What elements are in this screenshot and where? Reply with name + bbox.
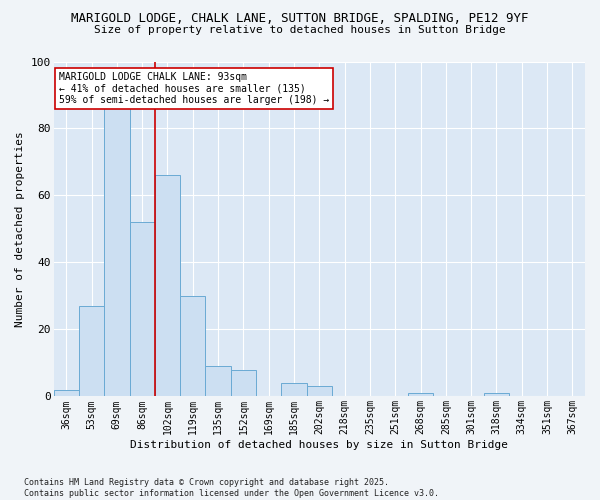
Text: MARIGOLD LODGE, CHALK LANE, SUTTON BRIDGE, SPALDING, PE12 9YF: MARIGOLD LODGE, CHALK LANE, SUTTON BRIDG… xyxy=(71,12,529,26)
Bar xyxy=(281,383,307,396)
Bar xyxy=(130,222,155,396)
Bar xyxy=(307,386,332,396)
Bar xyxy=(104,105,130,397)
Text: Size of property relative to detached houses in Sutton Bridge: Size of property relative to detached ho… xyxy=(94,25,506,35)
Text: MARIGOLD LODGE CHALK LANE: 93sqm
← 41% of detached houses are smaller (135)
59% : MARIGOLD LODGE CHALK LANE: 93sqm ← 41% o… xyxy=(59,72,329,104)
X-axis label: Distribution of detached houses by size in Sutton Bridge: Distribution of detached houses by size … xyxy=(130,440,508,450)
Bar xyxy=(484,393,509,396)
Bar xyxy=(205,366,231,396)
Bar xyxy=(180,296,205,396)
Bar xyxy=(79,306,104,396)
Bar xyxy=(155,176,180,396)
Text: Contains HM Land Registry data © Crown copyright and database right 2025.
Contai: Contains HM Land Registry data © Crown c… xyxy=(24,478,439,498)
Bar xyxy=(53,390,79,396)
Bar xyxy=(231,370,256,396)
Y-axis label: Number of detached properties: Number of detached properties xyxy=(15,131,25,327)
Bar xyxy=(408,393,433,396)
